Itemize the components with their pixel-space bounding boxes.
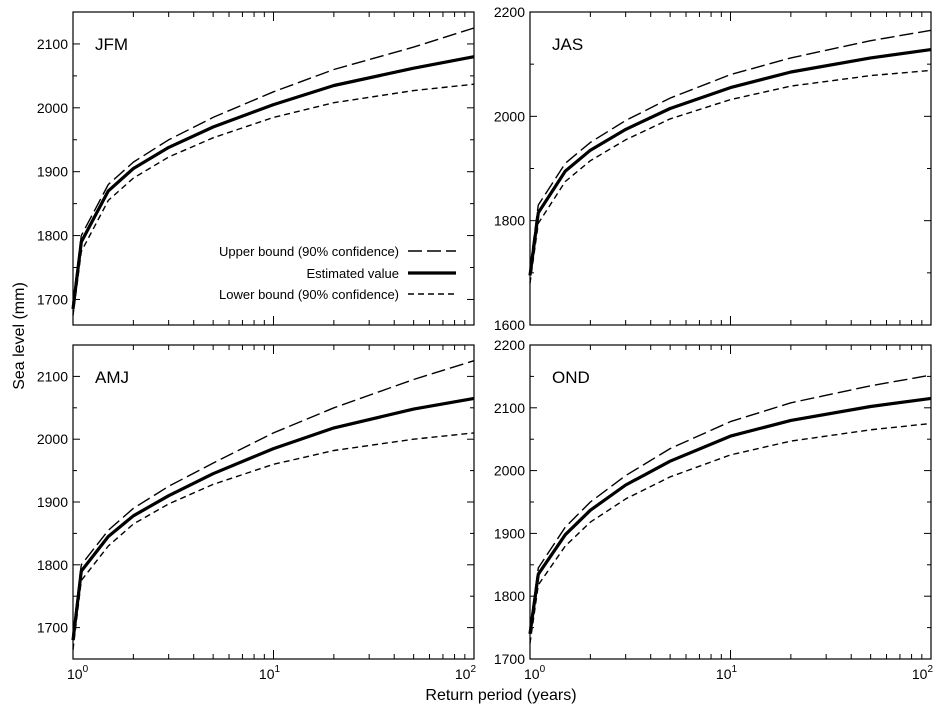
y-tick-label: 2200 — [494, 337, 525, 353]
series-line — [528, 396, 932, 635]
plot-frame — [72, 11, 475, 326]
series-line — [529, 29, 932, 268]
y-tick-label: 2000 — [494, 108, 525, 124]
y-tick-label: 1700 — [37, 620, 68, 636]
series-line — [72, 432, 475, 650]
series-line — [71, 396, 475, 641]
x-tick-label: 101 — [716, 664, 738, 682]
legend: Upper bound (90% confidence) Estimated va… — [219, 244, 456, 302]
x-axis-title: Return period (years) — [425, 687, 576, 704]
legend-label: Upper bound (90% confidence) — [219, 244, 399, 259]
series-line — [72, 360, 475, 634]
series-line — [529, 69, 932, 284]
x-tick-label: 101 — [259, 664, 281, 682]
y-tick-label: 2200 — [494, 4, 525, 20]
legend-label: Estimated value — [307, 266, 400, 281]
panel-label: JAS — [552, 35, 583, 54]
y-tick-label: 2000 — [37, 431, 68, 447]
y-tick-label: 2100 — [37, 36, 68, 52]
y-tick-label: 2000 — [494, 463, 525, 479]
panel-jas: 1600 1800 2000 2200 JAS — [494, 4, 932, 333]
panel-jfm: 1700 1800 1900 2000 2100 JFM — [37, 11, 475, 326]
plot-frame — [529, 344, 932, 660]
y-tick-label: 1900 — [37, 494, 68, 510]
panel-label: OND — [552, 368, 590, 387]
series-line — [72, 83, 475, 316]
y-tick-label: 2000 — [37, 100, 68, 116]
y-tick-label: 1900 — [494, 525, 525, 541]
y-tick-label: 1800 — [494, 213, 525, 229]
y-tick-label: 1800 — [37, 228, 68, 244]
series-line — [529, 374, 932, 628]
plot-frame — [529, 11, 932, 326]
panel-label: JFM — [95, 35, 128, 54]
plot-frame — [72, 344, 475, 660]
series-line — [71, 55, 475, 310]
panels: 1700 1800 1900 2000 2100 JFM 1600 1800 2000 2200 J… — [37, 4, 934, 682]
panel-ond: 1700 1800 1900 2000 2100 2200 100 101 102 OND — [494, 337, 934, 682]
y-tick-label: 2100 — [37, 368, 68, 384]
y-axis-title: Sea level (mm) — [11, 282, 28, 390]
series-line — [72, 27, 475, 303]
x-tick-label: 102 — [912, 664, 934, 682]
series-line — [529, 422, 932, 644]
x-tick-label: 100 — [67, 664, 89, 682]
y-tick-label: 1900 — [37, 164, 68, 180]
x-tick-label: 100 — [524, 664, 546, 682]
y-tick-label: 1700 — [494, 651, 525, 667]
series-line — [528, 48, 932, 276]
panel-label: AMJ — [95, 368, 129, 387]
x-tick-label: 102 — [455, 664, 477, 682]
y-tick-label: 1800 — [494, 588, 525, 604]
y-tick-label: 1800 — [37, 557, 68, 573]
legend-label: Lower bound (90% confidence) — [219, 287, 399, 302]
y-tick-label: 1700 — [37, 291, 68, 307]
panel-amj: 1700 1800 1900 2000 2100 100 101 102 AMJ — [37, 344, 477, 682]
y-tick-label: 1600 — [494, 317, 525, 333]
y-tick-label: 2100 — [494, 400, 525, 416]
